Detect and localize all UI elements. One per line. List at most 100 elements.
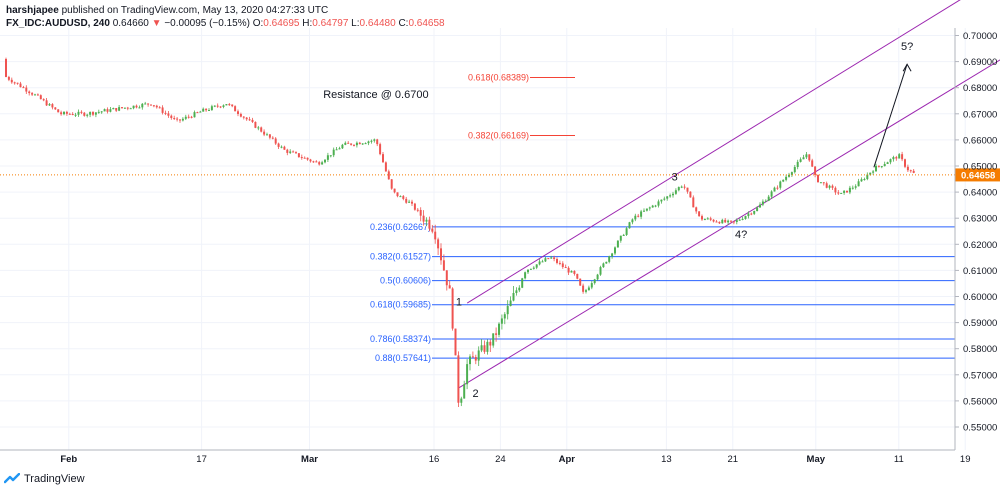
candle-body [883, 164, 886, 167]
brand-name: TradingView [24, 473, 85, 485]
candles [5, 57, 915, 408]
candle-body [390, 179, 393, 189]
candle-body [724, 219, 727, 223]
candle-body [213, 105, 216, 107]
candle-body [677, 187, 680, 191]
price-tick-label: 0.57000 [963, 370, 997, 381]
candle-body [834, 187, 837, 193]
candle-body [318, 162, 321, 165]
high-value: 0.64797 [312, 18, 349, 29]
time-tick-label: 16 [429, 454, 440, 465]
candle-body [31, 93, 34, 95]
candle-body [550, 257, 553, 259]
fib-level-label: 0.618(0.68389) [468, 73, 529, 83]
fib-level-label: 0.236(0.62667) [370, 222, 431, 232]
candle-body [573, 270, 576, 274]
candle-body [210, 106, 213, 110]
candle-body [599, 267, 602, 275]
annotation-label: 1 [456, 297, 462, 309]
time-axis[interactable]: 21Feb17Mar1624Apr1321May1119 [0, 449, 970, 465]
candle-body [155, 105, 158, 108]
last-price-tag [955, 168, 1000, 182]
author-name[interactable]: harshjapee [6, 5, 59, 16]
candle-body [86, 114, 89, 116]
candle-body [231, 104, 234, 107]
candle-body [515, 290, 518, 293]
candle-body [135, 105, 138, 108]
candle-body [413, 203, 416, 210]
candle-body [324, 159, 326, 163]
candle-body [634, 215, 637, 220]
candle-body [115, 108, 118, 111]
candle-body [118, 107, 121, 111]
candle-body [100, 111, 103, 113]
candle-body [445, 270, 448, 286]
candle-body [840, 192, 843, 194]
candle-body [822, 182, 825, 184]
candle-body [779, 181, 782, 188]
symbol-title[interactable]: FX_IDC:AUDUSD, 240 [6, 18, 110, 29]
footer-brand[interactable]: TradingView [3, 470, 85, 488]
projection-arrowhead-icon [902, 63, 912, 72]
open-value: 0.64695 [263, 18, 300, 29]
candle-body [561, 263, 564, 268]
candle-body [738, 219, 741, 221]
candle-body [347, 142, 350, 144]
low-value: 0.64480 [359, 18, 396, 29]
candle-body [585, 290, 587, 292]
candle-body [408, 201, 411, 203]
candle-body [529, 268, 532, 270]
candle-body [448, 285, 451, 289]
candle-body [605, 261, 608, 264]
candle-body [637, 215, 640, 217]
candle-body [205, 108, 208, 111]
candle-body [843, 190, 846, 193]
price-tick-label: 0.65000 [963, 162, 997, 173]
candle-body [756, 207, 759, 212]
candle-body [747, 213, 750, 217]
candle-body [321, 162, 324, 165]
candle-body [474, 357, 477, 361]
candle-body [315, 161, 318, 163]
price-tick-label: 0.64000 [963, 188, 997, 199]
candle-body [405, 198, 408, 203]
candle-body [643, 210, 645, 212]
candle-body [735, 220, 738, 223]
candle-body [353, 144, 355, 146]
candle-body [631, 219, 634, 223]
candle-body [732, 221, 735, 223]
candle-body [866, 174, 869, 180]
candle-body [480, 345, 483, 351]
candle-body [730, 220, 732, 222]
time-tick-label: 24 [495, 454, 506, 465]
price-axis[interactable]: 0.55000 0.56000 0.57000 0.58000 0.59000 0.600… [954, 28, 997, 450]
candle-body [608, 256, 611, 262]
time-tick-label: 17 [196, 454, 207, 465]
candle-body [593, 279, 596, 284]
candle-body [587, 287, 590, 291]
candle-body [280, 146, 283, 148]
candle-body [703, 219, 706, 221]
candle-body [698, 211, 701, 217]
candle-body [477, 350, 480, 361]
candle-body [495, 333, 498, 335]
candle-body [547, 258, 550, 260]
candle-body [506, 306, 509, 315]
candle-body [51, 104, 54, 108]
candle-body [889, 159, 892, 163]
candle-body [909, 170, 912, 172]
high-label: H: [302, 18, 313, 29]
candle-body [576, 273, 579, 279]
candle-body [196, 112, 199, 114]
candle-body [645, 208, 648, 211]
candle-body [355, 142, 358, 146]
candle-body [814, 166, 817, 175]
candle-body [851, 187, 854, 189]
candle-body [463, 384, 466, 399]
candle-body [422, 215, 425, 222]
price-tick-label: 0.69000 [963, 57, 997, 68]
candle-body [147, 103, 150, 105]
candle-body [428, 219, 431, 229]
candle-body [416, 209, 419, 211]
